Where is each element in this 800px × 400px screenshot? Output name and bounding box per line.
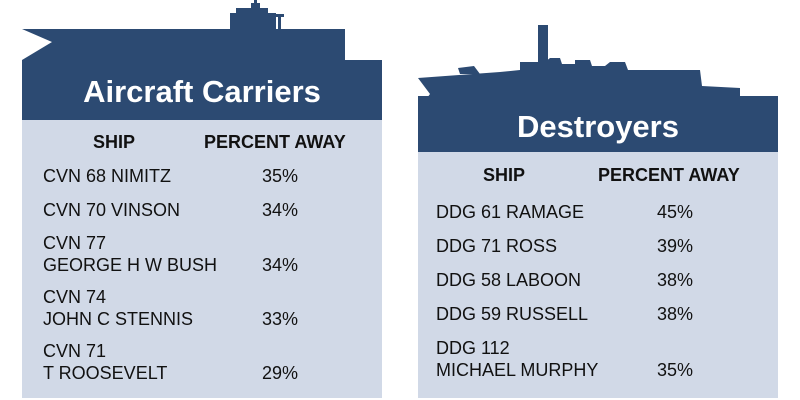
ship-hull-number: CVN 71	[43, 341, 107, 361]
ship-hull-number: DDG 112	[436, 338, 510, 358]
ship-name: DDG 58 LABOON	[436, 270, 582, 290]
table-row: DDG 61 RAMAGE	[436, 201, 584, 223]
percent-value: 34%	[262, 200, 299, 220]
destroyers-col-ship: SHIP	[483, 165, 526, 185]
destroyer-silhouette-icon	[418, 25, 778, 152]
table-row: CVN 70 VINSON	[43, 199, 180, 221]
carriers-col-ship: SHIP	[93, 132, 136, 152]
ship-name: DDG 61 RAMAGE	[436, 202, 585, 222]
table-row: DDG 58 LABOON	[436, 269, 581, 291]
percent-value: 35%	[262, 166, 299, 186]
carriers-title: Aircraft Carriers	[83, 74, 321, 109]
ship-name: CVN 70 VINSON	[43, 200, 181, 220]
destroyers-table	[418, 152, 778, 398]
percent-value: 45%	[657, 202, 694, 222]
ship-hull-number: CVN 77	[43, 233, 107, 253]
ship-name: JOHN C STENNIS	[43, 309, 194, 329]
table-row: CVN 71 T ROOSEVELT	[43, 340, 167, 384]
ship-name: GEORGE H W BUSH	[43, 255, 218, 275]
table-row: CVN 74 JOHN C STENNIS	[43, 286, 193, 330]
table-row: DDG 59 RUSSELL	[436, 303, 588, 325]
percent-value: 35%	[657, 360, 694, 380]
percent-value: 38%	[657, 304, 694, 324]
ship-name: DDG 71 ROSS	[436, 236, 558, 256]
table-row: DDG 112 MICHAEL MURPHY	[436, 337, 598, 381]
percent-value: 29%	[262, 363, 299, 383]
ship-name: T ROOSEVELT	[43, 363, 168, 383]
ship-name: MICHAEL MURPHY	[436, 360, 599, 380]
destroyers-col-percent: PERCENT AWAY	[598, 165, 740, 185]
destroyers-title: Destroyers	[517, 109, 679, 144]
percent-value: 39%	[657, 236, 694, 256]
ship-name: DDG 59 RUSSELL	[436, 304, 589, 324]
ship-name: CVN 68 NIMITZ	[43, 166, 172, 186]
table-row: CVN 68 NIMITZ	[43, 165, 171, 187]
aircraft-carrier-silhouette-icon	[22, 0, 382, 120]
carriers-table	[22, 120, 382, 398]
percent-value: 34%	[262, 255, 299, 275]
table-row: CVN 77 GEORGE H W BUSH	[43, 232, 217, 276]
carriers-col-percent: PERCENT AWAY	[204, 132, 346, 152]
percent-value: 33%	[262, 309, 299, 329]
percent-value: 38%	[657, 270, 694, 290]
ship-hull-number: CVN 74	[43, 287, 107, 307]
table-row: DDG 71 ROSS	[436, 235, 557, 257]
